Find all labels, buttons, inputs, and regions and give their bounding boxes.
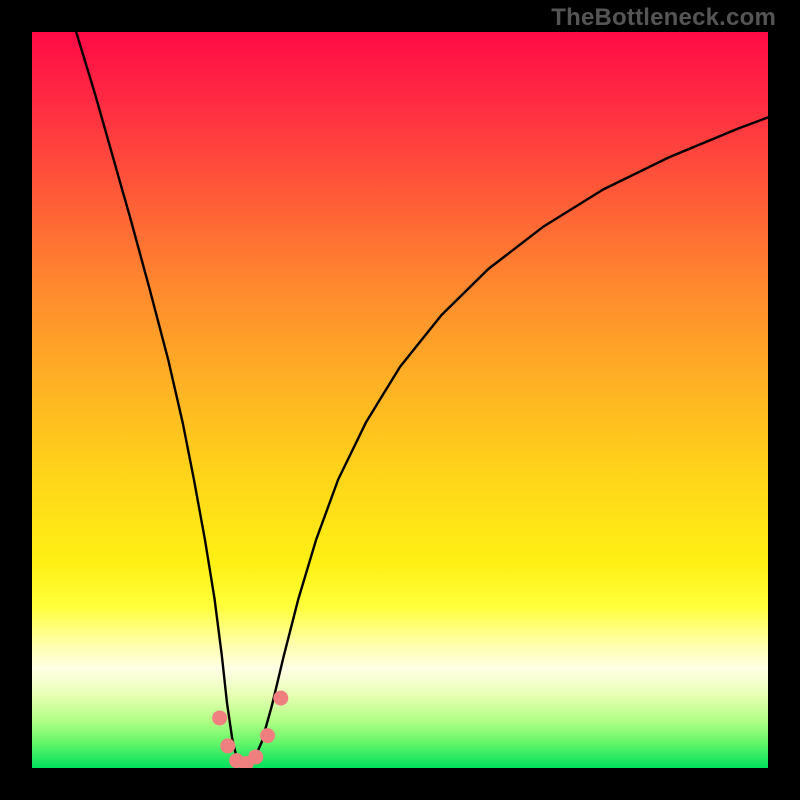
frame-left — [0, 0, 32, 800]
frame-right — [768, 0, 800, 800]
trough-marker — [220, 738, 235, 753]
trough-marker — [260, 728, 275, 743]
trough-marker — [248, 749, 263, 764]
frame-bottom — [0, 768, 800, 800]
plot-background — [32, 32, 768, 768]
watermark-text: TheBottleneck.com — [551, 4, 776, 32]
trough-marker — [273, 691, 288, 706]
plot-svg — [32, 32, 768, 768]
plot-area — [32, 32, 768, 768]
page-root: TheBottleneck.com — [0, 0, 800, 800]
trough-marker — [212, 710, 227, 725]
